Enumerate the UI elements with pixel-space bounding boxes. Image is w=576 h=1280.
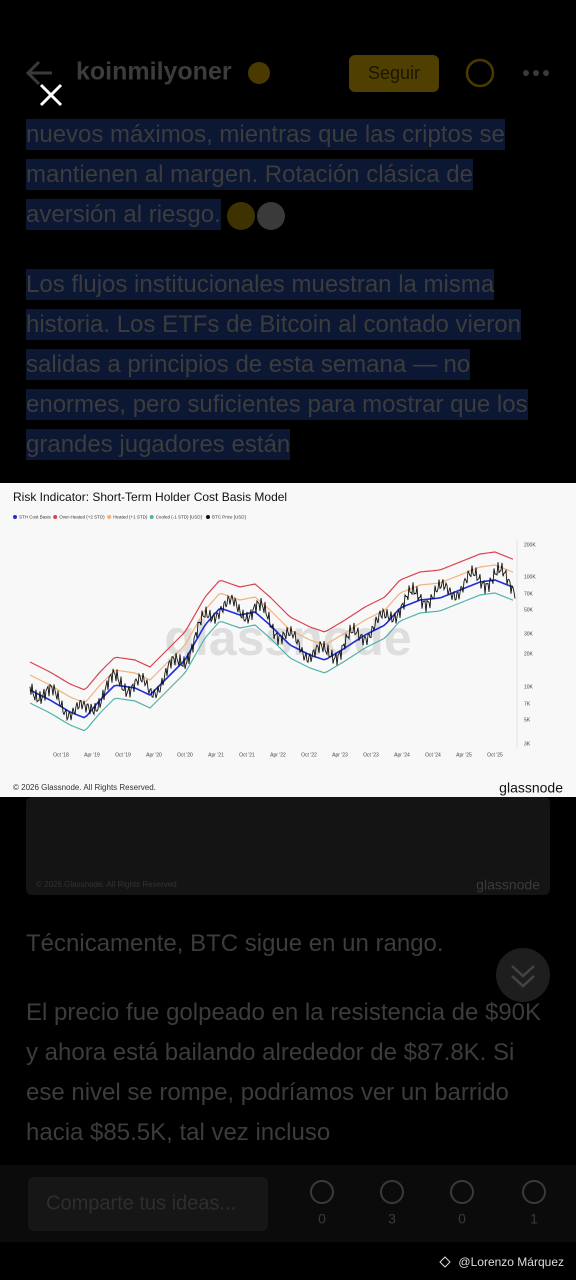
x-tick-label: Apr '19 — [84, 752, 100, 758]
x-tick-label: Oct '25 — [487, 752, 503, 758]
legend-label: Cooled (-1 STD) [USD] — [156, 515, 202, 520]
verified-badge — [248, 62, 270, 84]
credit: @Lorenzo Márquez — [458, 1255, 564, 1269]
chart-curve — [29, 562, 516, 722]
action-icon[interactable] — [450, 1180, 474, 1204]
action-icon[interactable] — [310, 1180, 334, 1204]
action-icon[interactable] — [380, 1180, 404, 1204]
comment-input[interactable] — [28, 1177, 268, 1231]
x-tick-label: Apr '22 — [270, 752, 286, 758]
paragraph: nuevos máximos, mientras que las criptos… — [26, 115, 556, 235]
paragraph: El precio fue golpeado en la resistencia… — [26, 999, 542, 1146]
follow-label: Seguir — [368, 63, 420, 83]
y-tick-label: 200K — [524, 542, 536, 548]
x-tick-label: Apr '25 — [456, 752, 472, 758]
chart-curve — [29, 592, 514, 732]
chart-copyright: © 2026 Glassnode. All Rights Reserved. — [13, 783, 156, 792]
post-body-lower: El precio fue golpeado en la resistencia… — [0, 993, 576, 1165]
x-tick-label: Apr '23 — [332, 752, 348, 758]
x-tick-label: Oct '18 — [53, 752, 69, 758]
action-count: 1 — [530, 1211, 538, 1227]
legend-swatch — [13, 515, 17, 519]
legend-label: STH Cost Basis — [19, 515, 52, 520]
chart-image — [0, 483, 576, 797]
y-tick-label: 3K — [524, 741, 531, 747]
x-tick-label: Apr '24 — [394, 752, 410, 758]
x-tick-label: Apr '20 — [146, 752, 162, 758]
legend-label: Over-Heated (+2 STD) — [59, 515, 105, 520]
y-tick-label: 50K — [524, 607, 534, 613]
ai-button[interactable] — [465, 58, 495, 88]
chart-curve — [29, 551, 514, 691]
action-count: 0 — [458, 1211, 466, 1227]
action-icon[interactable] — [522, 1180, 546, 1204]
post-image-brand: glassnode — [476, 877, 540, 893]
y-tick-label: 7K — [524, 701, 531, 707]
post-image-copyright: © 2026 Glassnode. All Rights Reserved. — [36, 880, 179, 889]
y-tick-label: 70K — [524, 591, 534, 597]
post-image — [26, 797, 550, 895]
credit-icon — [439, 1256, 451, 1268]
x-tick-label: Oct '23 — [363, 752, 379, 758]
post-body: nuevos máximos, mientras que las criptos… — [0, 100, 576, 483]
paragraph: Los flujos institucionales muestran la m… — [26, 265, 556, 465]
paragraph-text: nuevos máximos, mientras que las criptos… — [26, 119, 505, 230]
y-tick-label: 10K — [524, 684, 534, 690]
comment-placeholder: Comparte tus ideas... — [46, 1192, 236, 1214]
legend-swatch — [107, 515, 112, 519]
chart-curve — [29, 579, 514, 719]
action-count: 3 — [388, 1211, 396, 1227]
x-tick-label: Oct '21 — [239, 752, 255, 758]
y-tick-label: 30K — [524, 631, 534, 637]
follow-button[interactable] — [349, 55, 439, 92]
x-tick-label: Oct '22 — [301, 752, 317, 758]
legend-swatch — [149, 515, 154, 519]
chart-brand: glassnode — [499, 780, 563, 796]
username[interactable]: koinmilyoner — [76, 58, 232, 86]
legend-label: Heated (+1 STD) — [113, 515, 148, 520]
chart-title: Risk Indicator: Short-Term Holder Cost B… — [13, 490, 287, 504]
x-tick-label: Oct '20 — [177, 752, 193, 758]
x-tick-label: Oct '19 — [115, 752, 131, 758]
y-tick-label: 100K — [524, 574, 536, 580]
paragraph: Técnicamente, BTC sigue en un rango. — [26, 930, 444, 957]
legend-swatch — [206, 515, 210, 519]
more-button[interactable] — [523, 70, 549, 76]
x-tick-label: Oct '24 — [425, 752, 441, 758]
action-count: 0 — [318, 1211, 326, 1227]
close-button[interactable] — [39, 83, 63, 107]
y-tick-label: 20K — [524, 651, 534, 657]
back-button[interactable] — [25, 60, 52, 86]
legend-label: BTC Price [USD] — [212, 515, 246, 520]
x-tick-label: Apr '21 — [208, 752, 224, 758]
y-tick-label: 5K — [524, 717, 531, 723]
legend-swatch — [53, 515, 58, 519]
